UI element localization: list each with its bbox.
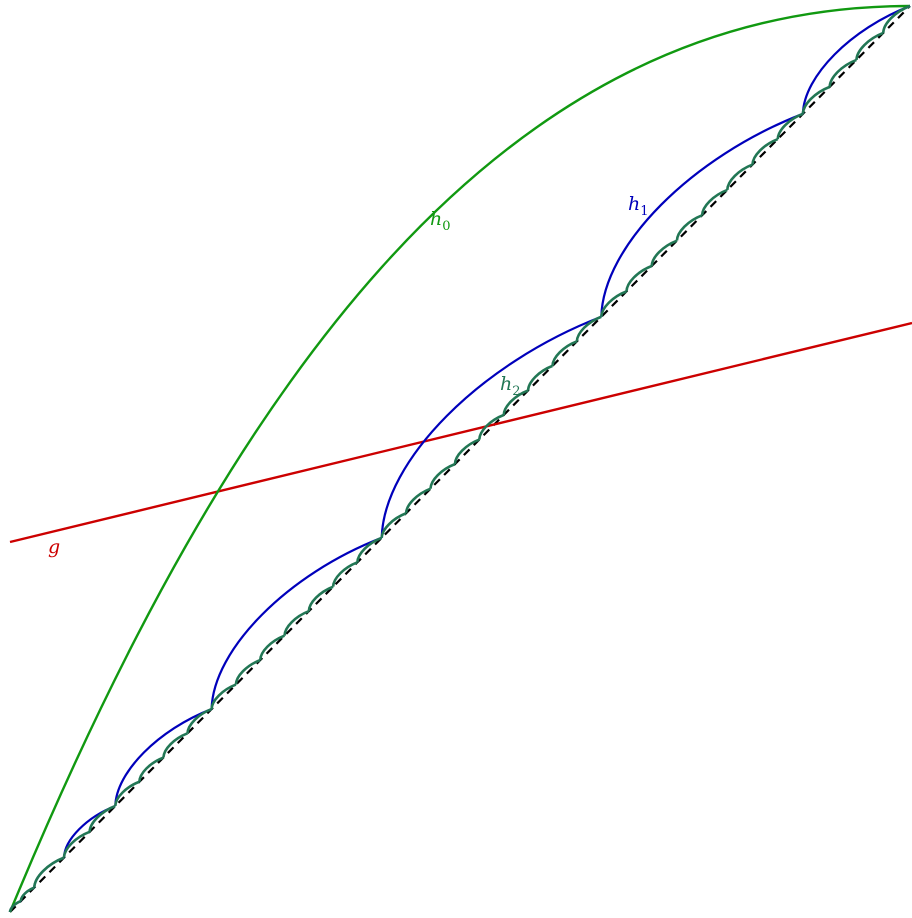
h2-arch — [234, 658, 261, 685]
h2-arch — [33, 856, 65, 888]
h2-arch — [551, 340, 578, 367]
h2-arch — [114, 780, 140, 807]
h2-arch — [283, 609, 310, 636]
curve-h0 — [8, 4, 911, 913]
h2-arch — [453, 438, 480, 465]
h2-arch — [88, 804, 116, 833]
label-h0: h0 — [430, 208, 451, 234]
h2-arch — [726, 163, 753, 191]
h2-arch — [526, 364, 553, 391]
h2-arch — [19, 886, 35, 902]
label-h2: h2 — [500, 373, 521, 399]
h1-arch — [114, 708, 212, 807]
label-g: g — [48, 536, 60, 558]
h2-arch — [356, 536, 383, 563]
h2-arch — [429, 462, 456, 489]
h2-arch — [210, 683, 237, 710]
h2-arch — [331, 561, 358, 587]
h2-arch — [138, 756, 164, 782]
h2-arch — [380, 512, 407, 539]
h1-arch — [210, 536, 383, 710]
h1-arch — [380, 315, 602, 538]
h2-arch — [700, 188, 728, 216]
identity-diagonal — [9, 5, 911, 913]
h2-arch — [478, 413, 505, 440]
h2-arch — [186, 707, 213, 734]
h2-arch — [828, 58, 857, 88]
label-h1: h1 — [628, 193, 649, 219]
h1-arch — [600, 112, 804, 317]
h2-arch — [881, 4, 911, 34]
h2-arch — [575, 315, 602, 342]
h2-arch — [625, 264, 653, 292]
h2-arch — [751, 137, 779, 165]
curve-h2 — [8, 4, 911, 913]
curve-h1 — [8, 4, 911, 913]
h2-arch — [600, 290, 627, 317]
h2-arch — [162, 732, 189, 758]
h2-arch — [502, 389, 529, 416]
h2-arch — [258, 634, 285, 661]
h2-arch — [675, 214, 703, 241]
h2-arch — [404, 487, 431, 514]
h2-arch — [8, 899, 22, 913]
h2-arch — [776, 112, 804, 140]
h2-arch — [307, 585, 334, 612]
h1-arch — [801, 4, 911, 114]
h2-arch — [62, 830, 91, 858]
h2-arch — [855, 31, 884, 61]
h2-arch — [650, 239, 678, 267]
curve-g — [9, 321, 912, 544]
h2-arch — [801, 85, 831, 115]
